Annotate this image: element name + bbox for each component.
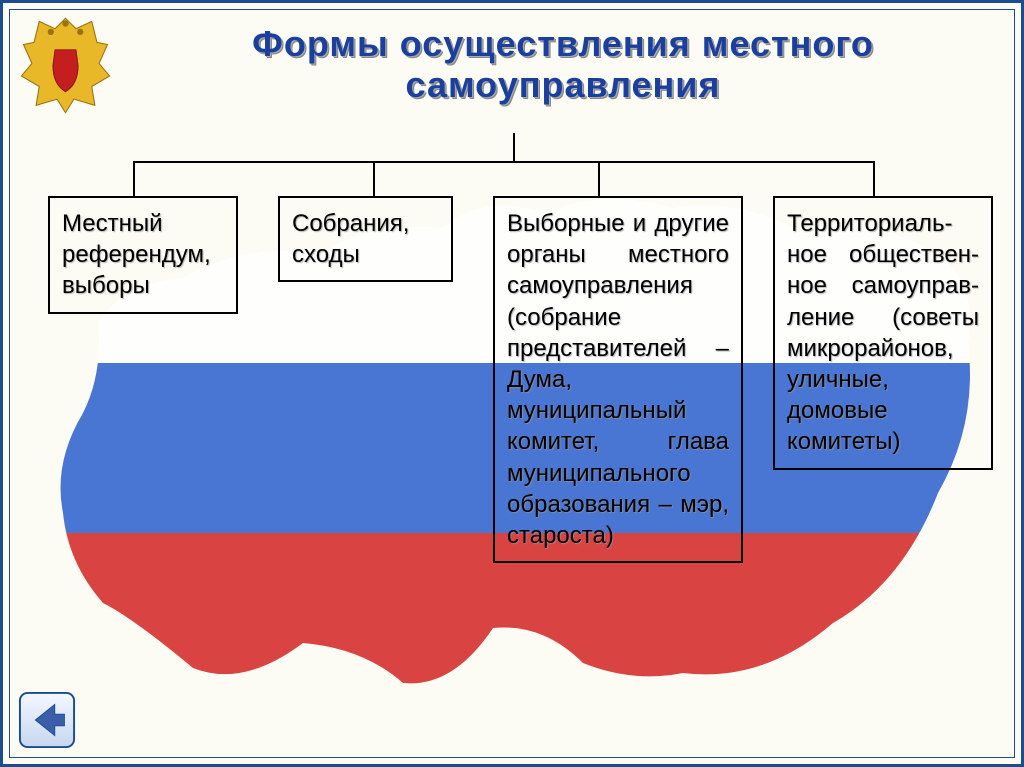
page-title: Формы осуществления местного самоуправле… xyxy=(133,23,993,106)
connector-line xyxy=(133,161,135,196)
back-button[interactable] xyxy=(18,691,76,749)
tree-node: Выборные и другие органы местного самоуп… xyxy=(493,196,743,563)
tree-node: Собрания, сходы xyxy=(278,196,453,282)
connector-line xyxy=(873,161,875,196)
connector-line xyxy=(598,161,600,196)
coat-of-arms-icon xyxy=(13,13,118,118)
connector-line xyxy=(133,161,875,163)
org-tree: Местный референдум, выборы Собрания, сход… xyxy=(3,133,1024,713)
tree-node: Территориаль-ное обществен-ное самоуправ… xyxy=(773,196,993,470)
connector-line xyxy=(373,161,375,196)
tree-node: Местный референдум, выборы xyxy=(48,196,238,314)
connector-line xyxy=(513,133,515,161)
slide-frame: Формы осуществления местного самоуправле… xyxy=(0,0,1024,767)
